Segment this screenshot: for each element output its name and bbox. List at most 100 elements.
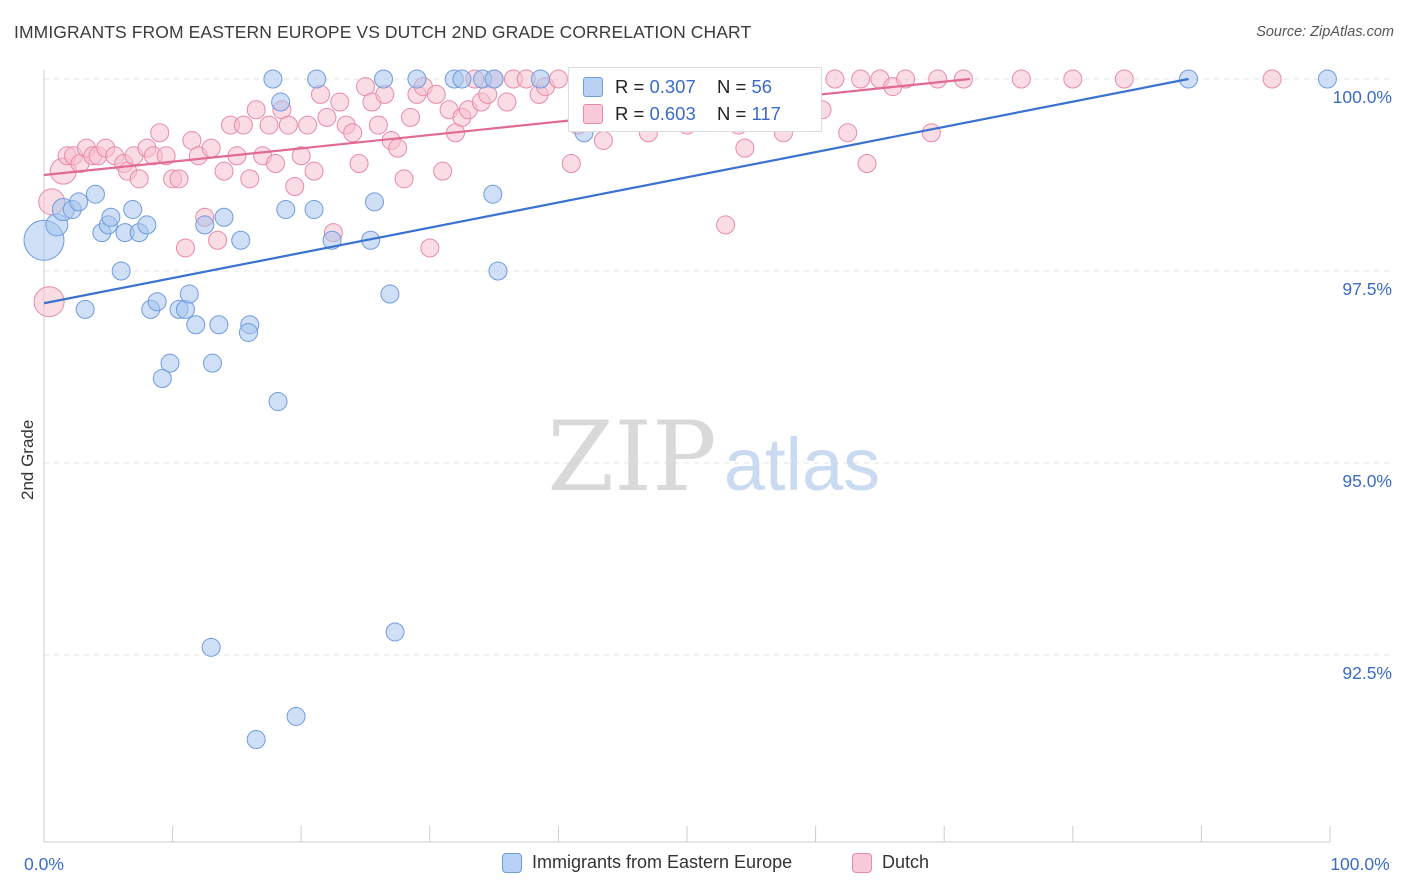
dutch-point — [1063, 69, 1083, 89]
dutch-point — [317, 107, 337, 127]
watermark-atlas: atlas — [724, 423, 880, 506]
immigrants-point — [209, 315, 229, 335]
pink-swatch — [583, 104, 603, 124]
r-label: R = — [615, 76, 650, 97]
x-tick-label: 100.0% — [1330, 854, 1389, 874]
immigrants-point — [147, 292, 167, 312]
y-axis-label: 2nd Grade — [18, 419, 37, 500]
dutch-point — [343, 123, 363, 143]
y-tick-label: 95.0% — [1342, 471, 1392, 491]
n-stat: N = 117 — [717, 103, 781, 125]
immigrants-point — [263, 69, 283, 89]
dutch-point — [388, 138, 408, 158]
source-label: Source: ZipAtlas.com — [1256, 24, 1394, 40]
immigrants-point — [268, 392, 288, 412]
dutch-point — [298, 115, 318, 135]
dutch-point — [716, 215, 736, 235]
dutch-point — [233, 115, 253, 135]
immigrants-point — [152, 369, 172, 389]
immigrants-point — [201, 637, 221, 657]
dutch-point — [175, 238, 195, 258]
dutch-point — [426, 84, 446, 104]
dutch-point — [401, 107, 421, 127]
dutch-point — [285, 177, 305, 197]
dutch-point — [368, 115, 388, 135]
n-label: N = — [717, 76, 752, 97]
immigrants-point — [186, 315, 206, 335]
immigrants-point — [530, 69, 550, 89]
r-label: R = — [615, 103, 650, 124]
r-value: 0.307 — [649, 76, 696, 97]
immigrants-point — [276, 200, 296, 220]
x-tick-label: 0.0% — [24, 854, 64, 874]
immigrants-point — [407, 69, 427, 89]
dutch-point — [330, 92, 350, 112]
immigrants-point — [123, 200, 143, 220]
immigrants-point — [307, 69, 327, 89]
n-value: 56 — [751, 76, 773, 97]
immigrants-point — [1317, 69, 1337, 89]
dutch-point — [169, 169, 189, 189]
watermark: ZIP atlas — [547, 401, 880, 513]
immigrants-point — [179, 284, 199, 304]
immigrants-point — [246, 729, 266, 749]
immigrants-point — [452, 69, 472, 89]
immigrants-point — [231, 230, 251, 250]
dutch-point — [825, 69, 845, 89]
dutch-point — [278, 115, 298, 135]
dutch-point — [928, 69, 948, 89]
dutch-point — [349, 153, 369, 173]
immigrants-point — [488, 261, 508, 281]
n-stat: N = 56 — [717, 76, 772, 98]
blue-swatch — [583, 77, 603, 97]
stats-legend: R = 0.307 N = 56 R = 0.603 N = 117 — [568, 67, 822, 132]
tick-labels: 100.0% 97.5% 95.0% 92.5% 0.0% 100.0% — [24, 87, 1392, 874]
dutch-point — [548, 69, 568, 89]
immigrants-point — [137, 215, 157, 235]
immigrants-point — [483, 184, 503, 204]
dutch-point — [150, 123, 170, 143]
immigrants-point — [304, 200, 324, 220]
chart-title: IMMIGRANTS FROM EASTERN EUROPE VS DUTCH … — [14, 22, 752, 42]
immigrants-point — [380, 284, 400, 304]
immigrants-point — [214, 207, 234, 227]
immigrants-point — [271, 92, 291, 112]
dutch-point — [259, 115, 279, 135]
immigrants-trend-line — [43, 77, 1189, 305]
stats-row-dutch: R = 0.603 N = 117 — [583, 100, 781, 128]
dutch-point — [735, 138, 755, 158]
n-label: N = — [717, 103, 752, 124]
series-legend: Immigrants from Eastern Europe Dutch — [0, 852, 1406, 878]
r-stat: R = 0.307 — [615, 76, 717, 98]
dutch-point — [1011, 69, 1031, 89]
immigrants-point — [238, 322, 258, 342]
dutch-point — [201, 138, 221, 158]
immigrants-point — [374, 69, 394, 89]
dutch-point — [246, 100, 266, 120]
immigrants-point — [286, 706, 306, 726]
dutch-point — [896, 69, 916, 89]
dutch-point — [265, 153, 285, 173]
legend-item-immigrants[interactable]: Immigrants from Eastern Europe — [502, 852, 792, 873]
legend-item-dutch[interactable]: Dutch — [852, 852, 929, 873]
watermark-zip: ZIP — [547, 401, 716, 513]
dutch-point — [291, 146, 311, 166]
dutch-point — [921, 123, 941, 143]
r-stat: R = 0.603 — [615, 103, 717, 125]
dutch-point — [593, 130, 613, 150]
y-tick-label: 92.5% — [1342, 663, 1392, 683]
legend-label: Dutch — [882, 852, 930, 872]
immigrants-point — [385, 622, 405, 642]
immigrants-point — [75, 299, 95, 319]
immigrants-point — [484, 69, 504, 89]
dutch-point — [129, 169, 149, 189]
dutch-point — [214, 161, 234, 181]
dutch-point — [838, 123, 858, 143]
dutch-point — [304, 161, 324, 181]
immigrants-point — [322, 230, 342, 250]
pink-swatch — [852, 852, 872, 873]
grid-lines — [44, 78, 1392, 656]
stats-row-immigrants: R = 0.307 N = 56 — [583, 73, 772, 101]
dutch-point — [433, 161, 453, 181]
